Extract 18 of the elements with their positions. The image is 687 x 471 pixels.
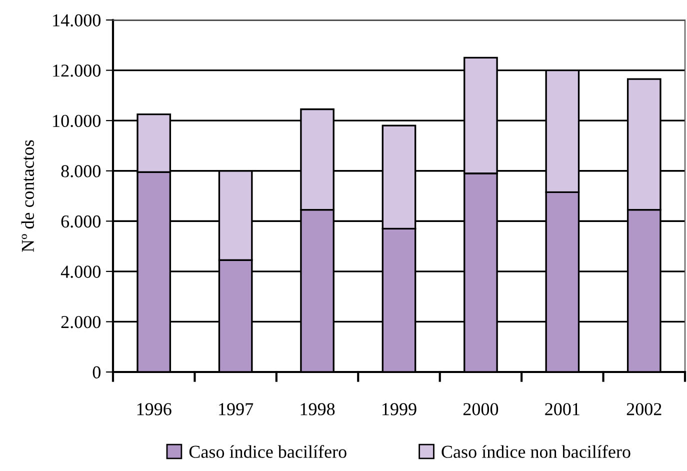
y-tick-label: 8.000 bbox=[61, 165, 101, 178]
x-tick-label: 2001 bbox=[545, 403, 580, 416]
y-axis-title: Nº de contactos bbox=[21, 140, 34, 252]
x-tick-label: 1997 bbox=[219, 403, 254, 416]
x-tick-label: 2002 bbox=[626, 403, 662, 416]
y-tick-label: 2.000 bbox=[61, 316, 101, 328]
x-tick-label: 1999 bbox=[382, 403, 416, 416]
y-tick-label: 10.000 bbox=[53, 114, 101, 128]
x-tick-label: 1998 bbox=[300, 403, 335, 416]
legend-label: Caso índice bacilífero bbox=[189, 445, 346, 458]
x-tick-label: 1996 bbox=[137, 403, 172, 416]
y-tick-label: 6.000 bbox=[61, 215, 101, 228]
y-tick-label: 0 bbox=[92, 366, 101, 378]
y-tick-label: 4.000 bbox=[60, 266, 101, 278]
y-tick-label: 12.000 bbox=[53, 64, 101, 77]
legend-label: Caso índice non bacilífero bbox=[442, 445, 630, 458]
y-tick-label: 14.000 bbox=[53, 14, 101, 27]
x-tick-label: 2000 bbox=[463, 403, 498, 416]
